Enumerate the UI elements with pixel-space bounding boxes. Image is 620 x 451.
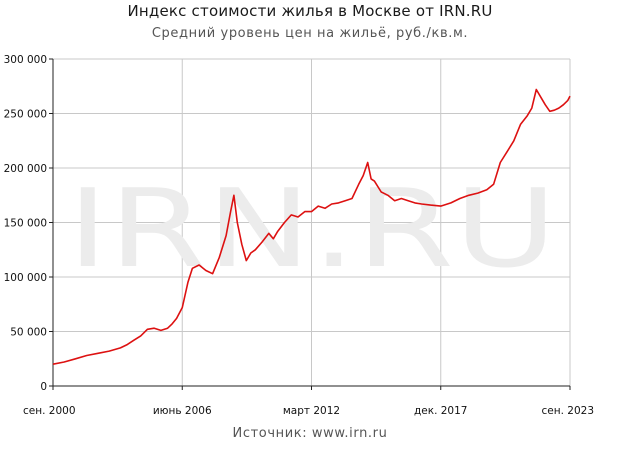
source-note: Источник: www.irn.ru [232, 426, 388, 441]
y-tick-label: 50 000 [10, 327, 47, 339]
y-tick-label: 300 000 [4, 54, 47, 66]
axes [49, 58, 571, 390]
y-tick-label: 150 000 [4, 218, 47, 230]
x-tick-label: июнь 2006 [153, 405, 212, 417]
watermark: IRN.RU [67, 167, 557, 292]
y-tick-label: 0 [40, 381, 47, 393]
y-tick-label: 100 000 [4, 272, 47, 284]
x-tick-label: март 2012 [283, 405, 340, 417]
y-tick-label: 200 000 [4, 163, 47, 175]
grid [53, 58, 571, 386]
chart-title: Индекс стоимости жилья в Москве от IRN.R… [127, 2, 493, 20]
price-series-line [52, 88, 571, 365]
y-tick-label: 250 000 [4, 109, 47, 121]
x-tick-label: сен. 2000 [23, 405, 76, 417]
chart-subtitle: Средний уровень цен на жильё, руб./кв.м. [151, 26, 469, 41]
x-tick-label: сен. 2023 [542, 405, 595, 417]
tick-labels: 0 50 000 100 000 150 000 200 000 250 000 300 0… [4, 54, 594, 417]
x-tick-label: дек. 2017 [414, 405, 467, 417]
